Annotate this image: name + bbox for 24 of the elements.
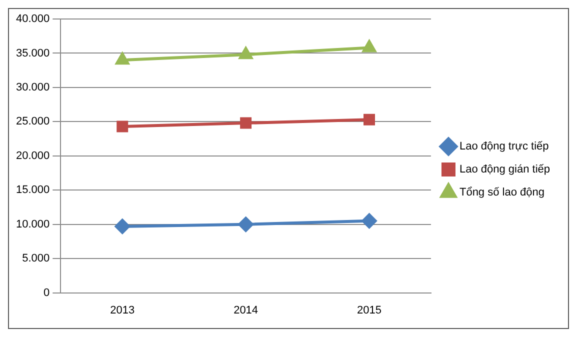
- y-tick-label: 0: [44, 286, 50, 299]
- point: [116, 52, 130, 65]
- point: [238, 216, 254, 232]
- y-tick-label: 20.000: [16, 150, 50, 162]
- x-tick-label: 2013: [110, 304, 135, 316]
- point: [114, 218, 130, 234]
- point: [116, 120, 128, 132]
- y-tick-label: 10.000: [16, 218, 50, 230]
- legend-label: Lao động gián tiếp: [459, 164, 550, 176]
- y-tick-label: 25.000: [16, 116, 50, 128]
- y-tick-label: 35.000: [16, 47, 50, 60]
- y-tick-label: 5.000: [22, 252, 50, 265]
- y-tick-label: 40.000: [16, 13, 50, 26]
- x-tick-label: 2014: [234, 304, 258, 316]
- y-tick-label: 15.000: [16, 184, 50, 196]
- point: [362, 40, 376, 52]
- point: [364, 114, 375, 126]
- point: [239, 47, 253, 60]
- point: [240, 117, 252, 129]
- y-tick-label: 30.000: [16, 81, 50, 94]
- point: [362, 213, 377, 228]
- legend-label: Tổng số lao động: [459, 186, 544, 199]
- legend-label: Lao động trực tiếp: [459, 140, 549, 153]
- x-tick-label: 2015: [357, 304, 382, 316]
